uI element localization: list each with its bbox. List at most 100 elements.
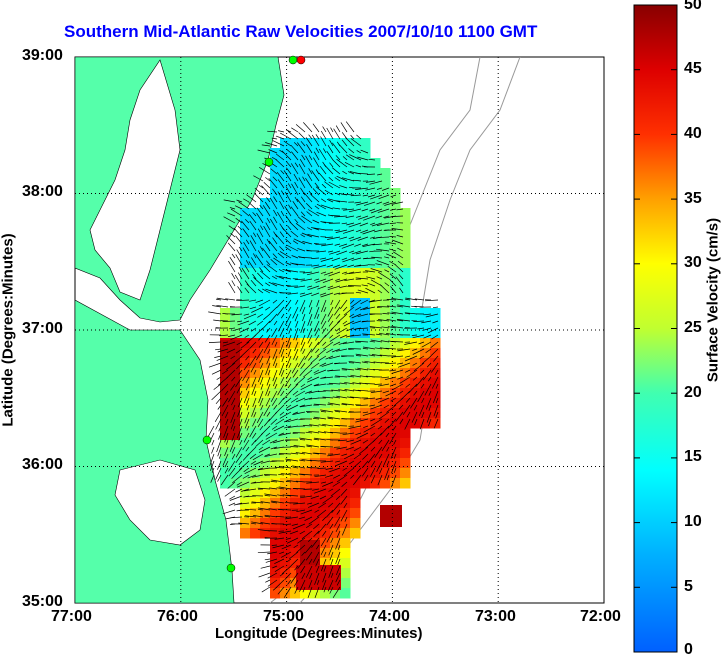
velocity-cell: [410, 358, 421, 369]
velocity-cell: [220, 478, 231, 489]
velocity-arrow: [308, 516, 320, 525]
velocity-arrow: [245, 383, 250, 391]
velocity-arrow: [253, 175, 264, 182]
velocity-arrow: [391, 298, 404, 301]
velocity-arrow: [278, 269, 285, 273]
velocity-arrow: [308, 397, 320, 400]
velocity-cell: [270, 508, 281, 519]
velocity-arrow: [355, 164, 362, 168]
velocity-cell: [350, 388, 361, 399]
colorbar-tick-label: 20: [684, 384, 702, 401]
velocity-arrow: [338, 439, 348, 442]
velocity-arrow: [321, 243, 334, 247]
velocity-cell: [290, 208, 301, 219]
velocity-arrow: [275, 418, 285, 425]
velocity-arrow: [218, 425, 222, 432]
velocity-cell: [390, 478, 401, 489]
velocity-arrow: [294, 181, 299, 189]
velocity-cell: [330, 258, 341, 269]
velocity-cell: [360, 288, 371, 299]
velocity-arrow: [216, 439, 222, 453]
velocity-arrow: [331, 502, 341, 514]
velocity-arrow: [291, 163, 299, 175]
velocity-arrow: [235, 446, 243, 458]
velocity-arrow: [324, 474, 334, 478]
velocity-arrow: [355, 418, 369, 423]
velocity-arrow: [239, 418, 243, 427]
velocity-arrow: [352, 460, 362, 469]
velocity-cell: [400, 328, 411, 339]
velocity-cell: [270, 468, 281, 479]
velocity-arrow: [370, 268, 383, 273]
velocity-arrow: [307, 586, 313, 599]
velocity-cell: [260, 218, 271, 229]
velocity-cell: [410, 328, 421, 339]
velocity-arrow: [208, 311, 222, 315]
velocity-arrow: [370, 194, 383, 200]
velocity-arrow: [270, 168, 278, 175]
velocity-arrow: [319, 257, 327, 260]
velocity-arrow: [344, 161, 355, 168]
velocity-arrow: [428, 376, 432, 382]
velocity-cell: [310, 508, 321, 519]
velocity-arrow: [285, 494, 299, 497]
velocity-cell: [370, 168, 381, 179]
velocity-arrow: [354, 201, 362, 204]
velocity-arrow: [316, 348, 327, 357]
velocity-arrow: [355, 355, 362, 357]
velocity-arrow: [322, 278, 334, 284]
velocity-arrow: [344, 389, 355, 392]
velocity-cell: [310, 348, 321, 359]
velocity-arrow: [300, 196, 306, 203]
velocity-arrow: [292, 523, 306, 530]
velocity-arrow: [297, 142, 306, 154]
velocity-cell: [260, 268, 271, 279]
velocity-arrow: [328, 181, 341, 189]
velocity-arrow: [257, 487, 271, 490]
velocity-arrow: [303, 369, 313, 378]
velocity-arrow: [264, 243, 271, 252]
velocity-arrow: [365, 270, 376, 273]
velocity-cell: [380, 478, 391, 489]
velocity-cell: [270, 548, 281, 559]
velocity-cell: [290, 418, 301, 429]
velocity-arrow: [277, 509, 292, 511]
velocity-arrow: [294, 278, 306, 281]
velocity-arrow: [370, 446, 376, 452]
velocity-arrow: [413, 320, 425, 322]
velocity-arrow: [300, 383, 313, 391]
velocity-arrow: [233, 227, 243, 238]
velocity-arrow: [230, 411, 236, 424]
velocity-arrow: [255, 439, 264, 447]
velocity-arrow: [301, 215, 313, 224]
velocity-arrow: [392, 383, 404, 391]
velocity-arrow: [379, 347, 390, 350]
x-tick-label: 74:00: [369, 608, 410, 625]
velocity-arrow: [251, 306, 264, 313]
velocity-arrow: [377, 425, 383, 430]
velocity-arrow: [389, 236, 397, 238]
velocity-arrow: [285, 537, 292, 540]
velocity-cell: [330, 248, 341, 259]
velocity-cell: [340, 258, 351, 269]
velocity-cell: [380, 388, 391, 399]
velocity-cell: [320, 208, 331, 219]
velocity-arrow: [386, 460, 390, 466]
velocity-cell: [270, 288, 281, 299]
velocity-cell: [310, 318, 321, 329]
velocity-arrow: [310, 194, 320, 203]
velocity-cell: [300, 288, 311, 299]
velocity-arrow: [328, 176, 334, 182]
velocity-arrow: [410, 397, 418, 409]
velocity-arrow: [339, 285, 348, 288]
velocity-arrow: [333, 215, 348, 218]
velocity-cell: [330, 298, 341, 309]
velocity-arrow: [435, 383, 439, 389]
velocity-arrow: [310, 355, 320, 364]
velocity-arrow: [347, 264, 355, 268]
velocity-arrow: [323, 306, 327, 312]
velocity-cell: [400, 388, 411, 399]
velocity-cell: [240, 508, 251, 519]
velocity-cell: [320, 528, 331, 539]
velocity-arrow: [208, 362, 222, 368]
